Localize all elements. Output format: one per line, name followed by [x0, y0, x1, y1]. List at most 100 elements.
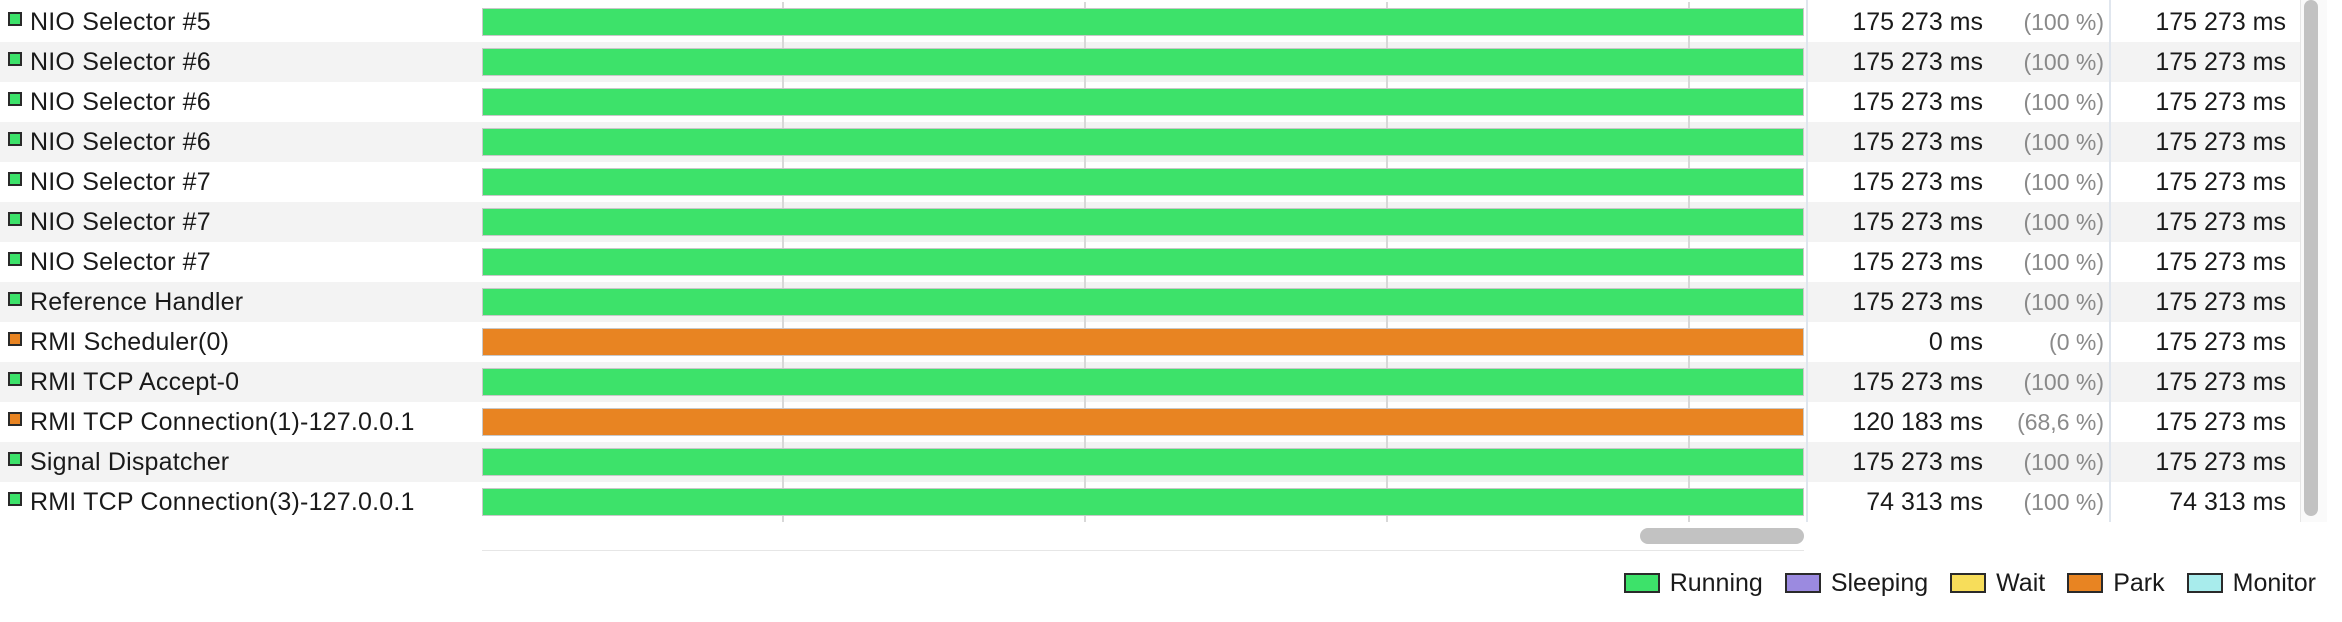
thread-total-time: 175 273 ms	[2155, 327, 2286, 356]
thread-total-time: 175 273 ms	[2155, 367, 2286, 396]
thread-row[interactable]: NIO Selector #5 175 273 ms (100 %) 175 273 …	[0, 2, 2310, 42]
thread-state-bar	[482, 488, 1804, 516]
thread-timeline	[482, 322, 1804, 362]
legend-item-running: Running	[1623, 568, 1763, 598]
thread-name-cell: NIO Selector #6	[8, 42, 478, 82]
thread-row[interactable]: NIO Selector #6 175 273 ms (100 %) 175 273 …	[0, 82, 2310, 122]
thread-state-bar	[482, 88, 1804, 116]
thread-state-bar	[482, 208, 1804, 236]
thread-total-time: 175 273 ms	[2155, 7, 2286, 36]
thread-state-icon	[8, 52, 22, 66]
thread-state-icon	[8, 492, 22, 506]
thread-timeline	[482, 42, 1804, 82]
thread-state-percent: (100 %)	[2023, 168, 2104, 195]
thread-timeline	[482, 82, 1804, 122]
thread-state-icon	[8, 292, 22, 306]
thread-row[interactable]: RMI TCP Connection(3)-127.0.0.1 74 313 ms…	[0, 482, 2310, 522]
thread-state-time: 175 273 ms	[1852, 447, 1983, 476]
thread-state-time: 74 313 ms	[1866, 487, 1983, 516]
thread-row[interactable]: RMI TCP Accept-0 175 273 ms (100 %) 175 273…	[0, 362, 2310, 402]
legend-label: Sleeping	[1830, 568, 1929, 597]
column-separator-total	[2109, 0, 2111, 522]
thread-name: Reference Handler	[30, 287, 244, 316]
legend-label: Park	[2113, 568, 2165, 597]
thread-name-cell: NIO Selector #6	[8, 122, 478, 162]
thread-state-icon	[8, 92, 22, 106]
legend-label: Running	[1669, 568, 1763, 597]
thread-state-icon	[8, 212, 22, 226]
legend-label: Wait	[1996, 568, 2046, 597]
thread-name: RMI Scheduler(0)	[30, 327, 230, 356]
thread-name-cell: RMI TCP Accept-0	[8, 362, 478, 402]
thread-state-time: 175 273 ms	[1852, 167, 1983, 196]
thread-state-bar	[482, 128, 1804, 156]
thread-row[interactable]: Reference Handler 175 273 ms (100 %) 175 27…	[0, 282, 2310, 322]
thread-timeline	[482, 402, 1804, 442]
legend-item-sleeping: Sleeping	[1784, 568, 1929, 598]
thread-state-icon	[8, 452, 22, 466]
thread-total-time: 175 273 ms	[2155, 407, 2286, 436]
thread-name: NIO Selector #7	[30, 207, 211, 236]
thread-state-time: 0 ms	[1928, 327, 1983, 356]
thread-state-bar	[482, 248, 1804, 276]
legend-item-wait: Wait	[1950, 569, 2045, 598]
thread-state-bar	[482, 408, 1804, 436]
thread-state-icon	[8, 12, 22, 26]
horizontal-scrollbar-track[interactable]	[482, 526, 1804, 551]
thread-total-time: 175 273 ms	[2155, 287, 2286, 316]
vertical-scrollbar-thumb[interactable]	[2304, 0, 2318, 516]
thread-name: NIO Selector #5	[30, 7, 211, 36]
thread-name-cell: NIO Selector #6	[8, 82, 478, 122]
thread-state-icon	[8, 252, 22, 266]
thread-row[interactable]: NIO Selector #6 175 273 ms (100 %) 175 273 …	[0, 42, 2310, 82]
thread-row[interactable]: RMI TCP Connection(1)-127.0.0.1 120 183 m…	[0, 402, 2310, 442]
thread-row[interactable]: NIO Selector #7 175 273 ms (100 %) 175 273 …	[0, 162, 2310, 202]
thread-row[interactable]: Signal Dispatcher 175 273 ms (100 %) 175 27…	[0, 442, 2310, 482]
horizontal-scrollbar-thumb[interactable]	[1640, 528, 1804, 544]
thread-timeline	[482, 122, 1804, 162]
thread-state-time: 175 273 ms	[1852, 127, 1983, 156]
thread-name: RMI TCP Connection(1)-127.0.0.1	[30, 407, 415, 436]
thread-state-time: 175 273 ms	[1852, 247, 1983, 276]
thread-state-percent: (100 %)	[2023, 88, 2104, 115]
thread-state-bar	[482, 288, 1804, 316]
thread-total-time: 175 273 ms	[2155, 447, 2286, 476]
thread-state-bar	[482, 48, 1804, 76]
thread-state-bar	[482, 368, 1804, 396]
thread-row[interactable]: NIO Selector #6 175 273 ms (100 %) 175 273 …	[0, 122, 2310, 162]
thread-state-percent: (100 %)	[2023, 488, 2104, 515]
thread-name-cell: RMI TCP Connection(3)-127.0.0.1	[8, 482, 478, 522]
legend-swatch	[1784, 573, 1821, 593]
thread-state-icon	[8, 412, 22, 426]
thread-state-percent: (100 %)	[2023, 128, 2104, 155]
threads-table: NIO Selector #5 175 273 ms (100 %) 175 273 …	[0, 2, 2310, 522]
thread-row[interactable]: NIO Selector #7 175 273 ms (100 %) 175 273 …	[0, 202, 2310, 242]
thread-state-time: 175 273 ms	[1852, 207, 1983, 236]
legend-label: Monitor	[2232, 568, 2316, 597]
thread-state-percent: (68,6 %)	[2017, 408, 2104, 435]
thread-state-percent: (100 %)	[2023, 288, 2104, 315]
thread-name: Signal Dispatcher	[30, 447, 230, 476]
thread-name-cell: NIO Selector #5	[8, 2, 478, 42]
thread-state-icon	[8, 132, 22, 146]
thread-state-time: 120 183 ms	[1852, 407, 1983, 436]
thread-state-percent: (100 %)	[2023, 448, 2104, 475]
thread-row[interactable]: NIO Selector #7 175 273 ms (100 %) 175 273 …	[0, 242, 2310, 282]
thread-name: RMI TCP Connection(3)-127.0.0.1	[30, 487, 415, 516]
state-legend: Running Sleeping Wait Park Monitor	[1602, 565, 2316, 601]
legend-swatch	[1623, 573, 1660, 593]
thread-state-bar	[482, 8, 1804, 36]
thread-state-percent: (0 %)	[2049, 328, 2104, 355]
thread-state-percent: (100 %)	[2023, 8, 2104, 35]
thread-state-percent: (100 %)	[2023, 208, 2104, 235]
legend-swatch	[1950, 573, 1987, 593]
legend-item-monitor: Monitor	[2186, 568, 2316, 598]
thread-total-time: 175 273 ms	[2155, 207, 2286, 236]
legend-swatch	[2186, 573, 2223, 593]
thread-name-cell: RMI TCP Connection(1)-127.0.0.1	[8, 402, 478, 442]
thread-name: NIO Selector #7	[30, 247, 211, 276]
thread-row[interactable]: RMI Scheduler(0) 0 ms (0 %) 175 273 ms	[0, 322, 2310, 362]
thread-state-percent: (100 %)	[2023, 248, 2104, 275]
thread-name: NIO Selector #6	[30, 87, 211, 116]
thread-name-cell: Reference Handler	[8, 282, 478, 322]
